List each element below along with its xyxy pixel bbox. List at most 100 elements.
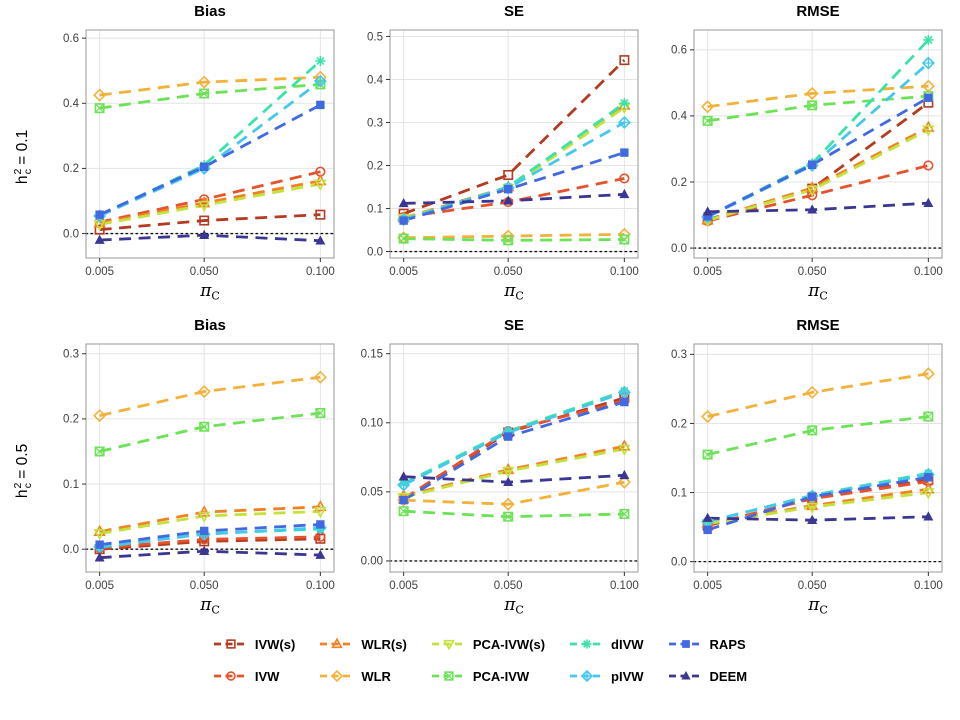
svg-text:0.005: 0.005 bbox=[85, 580, 114, 592]
svg-text:0.100: 0.100 bbox=[610, 266, 639, 278]
svg-text:0.050: 0.050 bbox=[494, 580, 523, 592]
legend-label: DEEM bbox=[709, 668, 748, 684]
x-axis-title: πC bbox=[199, 281, 220, 303]
svg-text:0.2: 0.2 bbox=[63, 414, 79, 426]
legend-item-wlr: WLR bbox=[319, 668, 407, 684]
legend-label: IVW bbox=[254, 668, 280, 684]
svg-text:0.6: 0.6 bbox=[671, 45, 687, 57]
svg-text:0.050: 0.050 bbox=[190, 266, 219, 278]
svg-text:0.0: 0.0 bbox=[63, 228, 79, 240]
x-axis-title: πC bbox=[807, 281, 828, 303]
svg-text:0.2: 0.2 bbox=[63, 163, 79, 175]
panel-cell-rmse-row2: RMSE 0.0 0.1 0.2 0.3 0.005 0.050 0.100 πC bbox=[650, 314, 954, 628]
legend-item-deem: DEEM bbox=[668, 668, 748, 684]
x-axis-title: πC bbox=[503, 281, 524, 303]
row-label-text: h 2 c = 0.5 bbox=[12, 443, 34, 499]
ivw-s-marker-icon bbox=[213, 639, 248, 649]
facet-row-label-h2-0.5: h 2 c = 0.5 bbox=[4, 314, 42, 628]
svg-text:0.0: 0.0 bbox=[671, 556, 687, 568]
svg-text:0.00: 0.00 bbox=[361, 556, 383, 568]
x-axis-title: πC bbox=[807, 595, 828, 617]
pivw-marker-icon bbox=[570, 669, 605, 683]
panel-rmse-h01-chart: 0.0 0.2 0.4 0.6 0.005 0.050 0.100 πC bbox=[671, 29, 943, 303]
row-label-text: h 2 c = 0.1 bbox=[12, 129, 34, 185]
pca-ivw-s-marker-icon bbox=[431, 639, 466, 651]
row-label-base: h bbox=[14, 489, 31, 499]
svg-text:0.1: 0.1 bbox=[63, 479, 79, 491]
svg-text:0.4: 0.4 bbox=[367, 74, 384, 86]
legend-item-raps: RAPS bbox=[668, 636, 748, 652]
panel-se-h05-chart: 0.00 0.05 0.10 0.15 0.005 0.050 0.100 πC bbox=[361, 343, 639, 617]
panel-title-se: SE bbox=[503, 3, 524, 20]
svg-text:0.4: 0.4 bbox=[671, 111, 688, 123]
legend-item-ivw-s: IVW(s) bbox=[213, 636, 295, 652]
legend-item-wlr-s: WLR(s) bbox=[319, 636, 407, 652]
legend-label: RAPS bbox=[709, 636, 746, 652]
svg-text:0.0: 0.0 bbox=[63, 544, 79, 556]
svg-text:0.2: 0.2 bbox=[671, 418, 687, 430]
panel-rmse-h05-chart: 0.0 0.1 0.2 0.3 0.005 0.050 0.100 πC bbox=[671, 343, 943, 617]
pca-ivw-marker-icon bbox=[431, 671, 466, 681]
panel-bias-h05-chart: 0.0 0.1 0.2 0.3 0.005 0.050 0.100 πC bbox=[63, 343, 335, 617]
svg-text:0.6: 0.6 bbox=[63, 33, 79, 45]
wlr-s-marker-icon bbox=[320, 637, 355, 649]
svg-text:0.005: 0.005 bbox=[389, 580, 418, 592]
svg-text:0.050: 0.050 bbox=[798, 266, 827, 278]
panel-cell-bias-row2: Bias 0.0 0.1 0.2 0.3 0.005 0.050 0.100 πC bbox=[42, 314, 346, 628]
svg-text:0.3: 0.3 bbox=[671, 349, 687, 361]
panel-title-se: SE bbox=[503, 317, 524, 334]
facet-row-label-h2-0.1: h 2 c = 0.1 bbox=[4, 0, 42, 314]
panel-se-h01-chart: 0.0 0.1 0.2 0.3 0.4 0.5 0.005 0.050 0.100 πC bbox=[367, 29, 639, 303]
legend: IVW(s) IVW WLR(s) WLR PCA-IVW(s) PCA-IVW dIVW p… bbox=[0, 636, 960, 684]
legend-label: dIVW bbox=[611, 636, 644, 652]
panel-cell-se-row1: SE 0.0 0.1 0.2 0.3 0.4 0.5 0.005 0.050 0.100 πC bbox=[346, 0, 650, 314]
svg-text:0.3: 0.3 bbox=[367, 117, 383, 129]
svg-text:0.0: 0.0 bbox=[671, 243, 687, 255]
row-label-eq: = 0.1 bbox=[14, 129, 31, 165]
panel-cell-bias-row1: Bias 0.0 0.2 0.4 0.6 0.005 0.050 0.100 πC bbox=[42, 0, 346, 314]
svg-text:0.100: 0.100 bbox=[306, 266, 335, 278]
row-label-sub: c bbox=[22, 483, 34, 489]
svg-text:0.100: 0.100 bbox=[914, 580, 943, 592]
svg-text:0.050: 0.050 bbox=[798, 580, 827, 592]
row-label-base: h bbox=[14, 175, 31, 185]
facet-row-h2-0.1: h 2 c = 0.1 Bias 0.0 0.2 0.4 0.6 0.005 0.050 0.10… bbox=[4, 0, 956, 314]
svg-text:0.5: 0.5 bbox=[367, 31, 383, 43]
svg-text:0.10: 0.10 bbox=[361, 418, 383, 430]
x-axis-title: πC bbox=[199, 595, 220, 617]
panel-title-rmse: RMSE bbox=[796, 3, 840, 20]
chart-grid: h 2 c = 0.1 Bias 0.0 0.2 0.4 0.6 0.005 0.050 0.10… bbox=[4, 0, 956, 628]
svg-text:0.1: 0.1 bbox=[671, 487, 687, 499]
legend-label: WLR(s) bbox=[361, 636, 407, 652]
wlr-marker-icon bbox=[320, 669, 355, 683]
svg-text:0.005: 0.005 bbox=[693, 580, 722, 592]
row-label-eq: = 0.5 bbox=[14, 443, 31, 479]
divw-marker-icon bbox=[570, 639, 605, 649]
svg-text:0.050: 0.050 bbox=[190, 580, 219, 592]
row-label-sub: c bbox=[22, 169, 34, 175]
legend-item-ivw: IVW bbox=[213, 668, 295, 684]
deem-marker-icon bbox=[668, 671, 703, 680]
panel-bias-h01-chart: 0.0 0.2 0.4 0.6 0.005 0.050 0.100 πC bbox=[63, 29, 335, 303]
panel-title-bias: Bias bbox=[194, 317, 226, 334]
legend-item-pivw: pIVW bbox=[569, 668, 644, 684]
svg-text:0.005: 0.005 bbox=[389, 266, 418, 278]
legend-label: PCA-IVW(s) bbox=[472, 636, 546, 652]
svg-text:0.1: 0.1 bbox=[367, 203, 383, 215]
svg-text:0.005: 0.005 bbox=[693, 266, 722, 278]
svg-text:0.05: 0.05 bbox=[361, 487, 383, 499]
svg-text:0.050: 0.050 bbox=[494, 266, 523, 278]
svg-text:0.100: 0.100 bbox=[306, 580, 335, 592]
legend-item-divw: dIVW bbox=[569, 636, 644, 652]
legend-label: PCA-IVW bbox=[472, 668, 530, 684]
svg-text:0.100: 0.100 bbox=[914, 266, 943, 278]
svg-text:0.4: 0.4 bbox=[63, 98, 80, 110]
svg-text:0.005: 0.005 bbox=[85, 266, 114, 278]
svg-text:0.15: 0.15 bbox=[361, 348, 383, 360]
svg-text:0.100: 0.100 bbox=[610, 580, 639, 592]
legend-grid: IVW(s) IVW WLR(s) WLR PCA-IVW(s) PCA-IVW dIVW p… bbox=[213, 636, 747, 684]
legend-label: WLR bbox=[361, 668, 391, 684]
